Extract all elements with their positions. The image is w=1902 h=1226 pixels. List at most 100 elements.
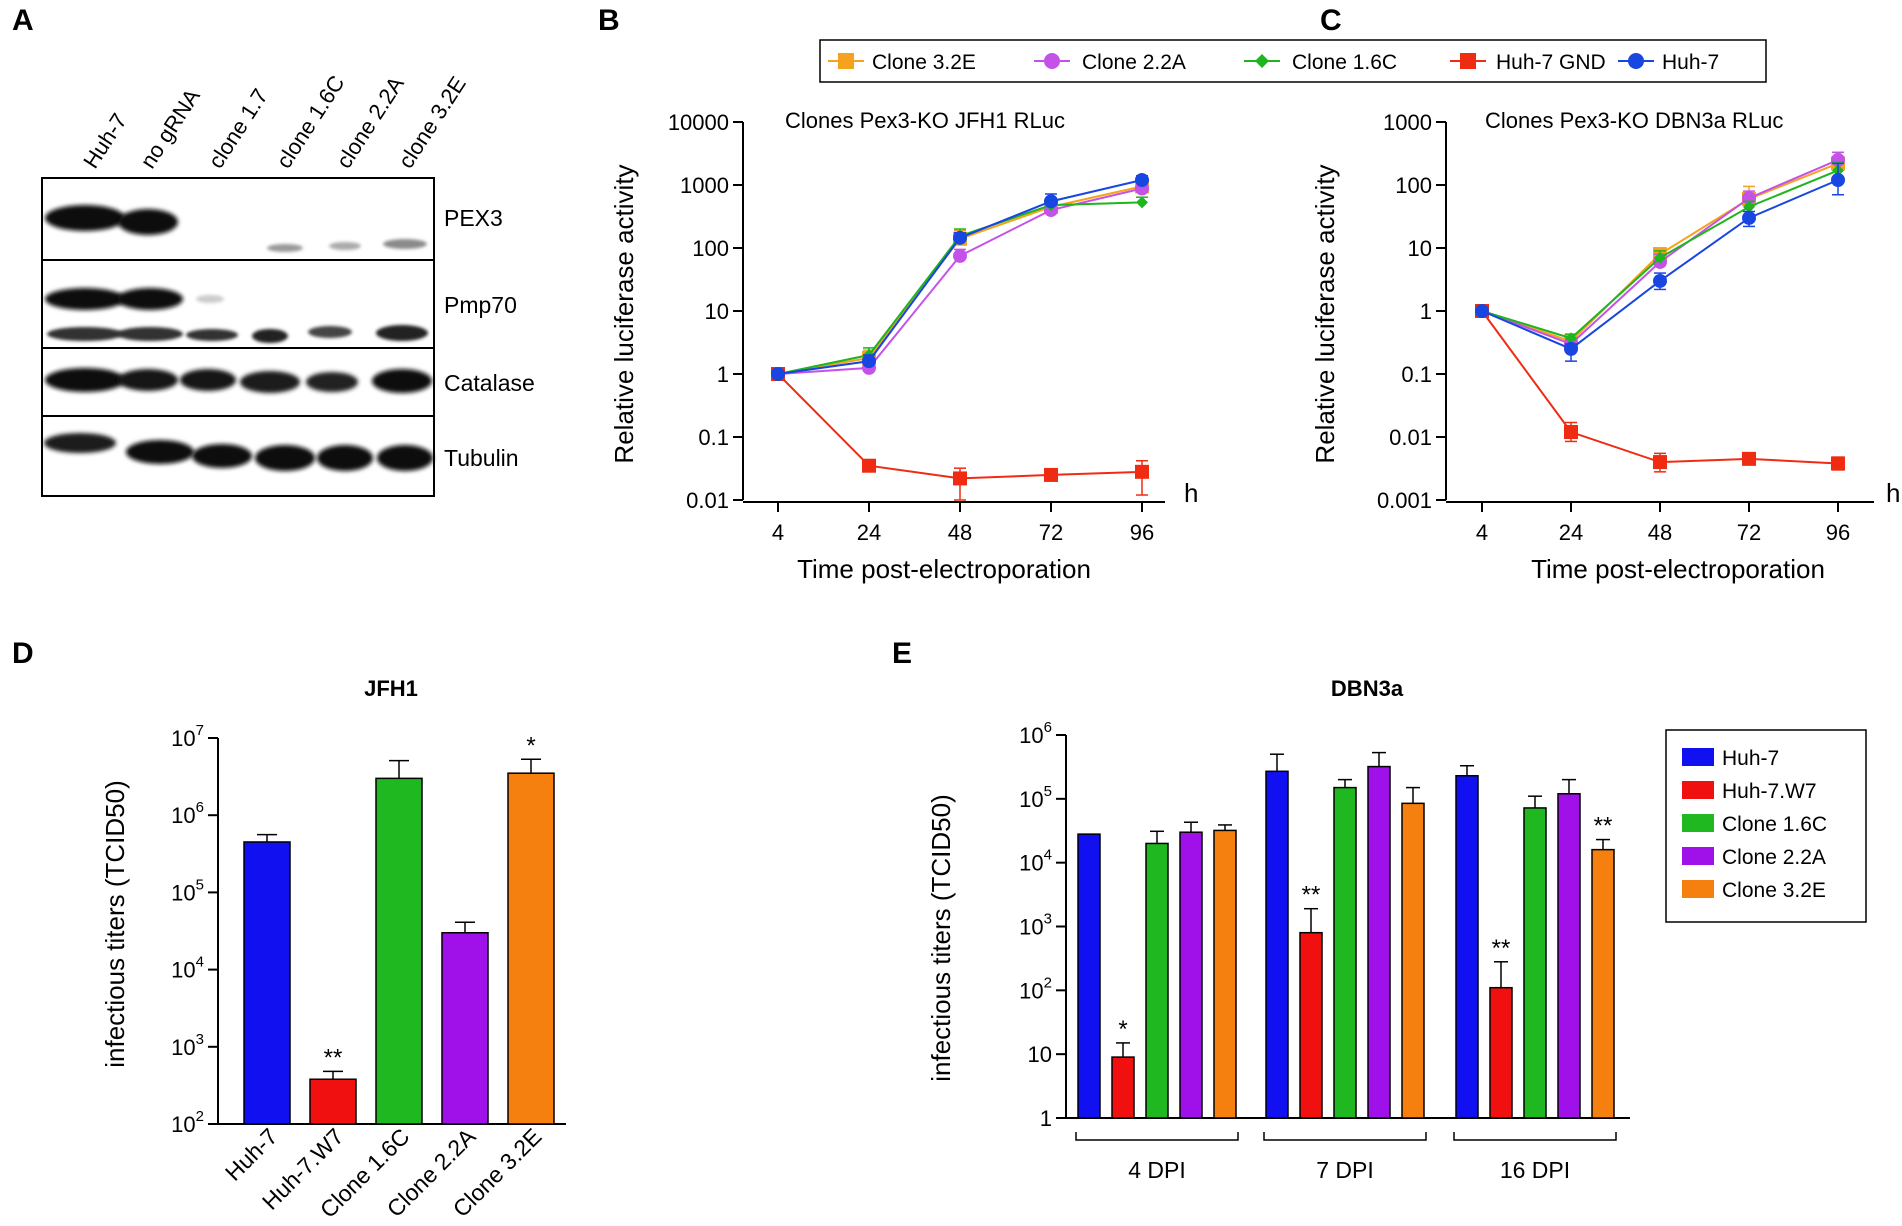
y-tick-label: 100 [692,236,729,261]
data-point [1653,455,1667,470]
data-point [1831,173,1845,188]
bar [1489,986,1513,1119]
wb-band [255,445,315,471]
series-line [777,373,1143,480]
series-line [777,187,1143,375]
western-blot: Huh-7 no gRNA clone 1.7 clone 1.6C clone… [41,71,535,497]
x-tick-label: Huh-7 [220,1123,283,1186]
y-tick-label: 102 [1019,974,1052,1003]
significance-marker: * [526,732,535,759]
chart-b-jfh1-rluc: Clones Pex3-KO JFH1 RLuc Relative lucife… [609,108,1198,584]
data-point [1831,456,1845,471]
wb-band [44,433,116,453]
wb-band [372,369,432,393]
legend-label: Clone 3.2E [1722,879,1826,902]
wb-band [267,244,303,252]
bar [441,932,489,1125]
data-point [1628,53,1644,69]
wb-band [306,372,358,392]
data-point [1044,194,1058,209]
data-point [953,230,967,245]
wb-band [377,445,433,471]
wb-band [118,209,178,235]
y-tick-label: 0.001 [1377,488,1432,513]
bracket-line [1453,1132,1617,1141]
chart-title: JFH1 [364,676,418,701]
wb-band [45,205,125,231]
series-huh-7 [771,173,1149,381]
group-label: 7 DPI [1316,1157,1374,1183]
data-point [1135,464,1149,479]
bar [309,1078,357,1125]
x-tick-label: 96 [1826,520,1850,545]
series-clone-1-6c [1476,161,1844,345]
x-tick-label: 48 [1648,520,1672,545]
bar [1591,848,1615,1119]
wb-protein-label: Pmp70 [444,292,517,318]
data-point [1136,196,1148,209]
significance-marker: ** [324,1044,343,1071]
data-point [1565,332,1577,345]
panel-label-d: D [12,637,34,670]
y-tick-label: 100 [1395,173,1432,198]
y-tick-label: 106 [171,799,204,828]
data-point [1460,53,1476,69]
bar [375,777,423,1125]
bar [1299,931,1323,1119]
y-tick-label: 1000 [1383,110,1432,135]
axes: 0.001 0.01 0.1 1 10 100 1000 4 24 48 72 96 [1377,110,1874,545]
y-tick-label: 104 [1019,847,1052,876]
x-axis-label: Time post-electroporation [1531,554,1825,584]
chart-c-dbn3a-rluc: Clones Pex3-KO DBN3a RLuc Relative lucif… [1310,108,1900,584]
axes: 0.01 0.1 1 10 100 1000 10000 4 24 48 72 96 [668,110,1165,545]
wb-band [329,242,361,250]
y-axis-label: infectious titers (TCID50) [926,794,956,1082]
x-tick-label: 48 [948,520,972,545]
wb-bands-tubulin [44,433,433,471]
legend-label: Huh-7.W7 [1722,780,1817,803]
group-label: 16 DPI [1500,1157,1570,1183]
y-tick-label: 105 [1019,783,1052,812]
y-tick-label: 0.01 [686,488,729,513]
bar [1213,829,1237,1119]
significance-marker: ** [1594,813,1613,840]
legend-frame [819,39,1767,83]
data-point [1654,251,1666,264]
panel-label-e: E [892,637,912,670]
data-point [1135,173,1149,188]
legend-label: Clone 3.2E [872,51,976,74]
chart-title: Clones Pex3-KO DBN3a RLuc [1485,108,1783,133]
wb-band [118,369,178,391]
chart-e-dbn3a-titers: DBN3a infectious titers (TCID50) 1101021… [926,676,1630,1183]
x-tick-label: 72 [1039,520,1063,545]
data-point [771,367,785,381]
x-axis-label: Time post-electroporation [797,554,1091,584]
y-tick-label: 105 [171,876,204,905]
axes: 102 103 104 105 106 107 [171,722,566,1137]
series-huh-7-gnd [771,367,1149,501]
wb-band [192,444,252,468]
data-point [1044,467,1058,482]
line-chart-legend: Clone 3.2E Clone 2.2A Clone 1.6C Huh-7 GND H… [819,39,1767,83]
series-line [777,201,1143,375]
legend-label: Huh-7 [1662,51,1719,74]
wb-band [186,329,238,341]
legend-label: Huh-7 GND [1496,51,1606,74]
y-tick-label: 10 [1028,1042,1052,1067]
chart-title: Clones Pex3-KO JFH1 RLuc [785,108,1065,133]
y-tick-label: 0.1 [1401,362,1432,387]
wb-band [240,371,300,393]
group-label: 4 DPI [1128,1157,1186,1183]
series-line [777,185,1143,375]
legend-swatch [1682,814,1714,832]
bar [1557,793,1581,1119]
wb-band [317,445,373,471]
legend-swatch [1682,880,1714,898]
wb-band [308,326,352,338]
series-clone-1-6c [772,196,1148,380]
wb-lane-label: Huh-7 [78,109,132,173]
y-tick-label: 10 [1408,236,1432,261]
group-bracket [1263,1132,1427,1141]
group-bracket [1075,1132,1239,1141]
x-tick-label: 4 [1476,520,1488,545]
